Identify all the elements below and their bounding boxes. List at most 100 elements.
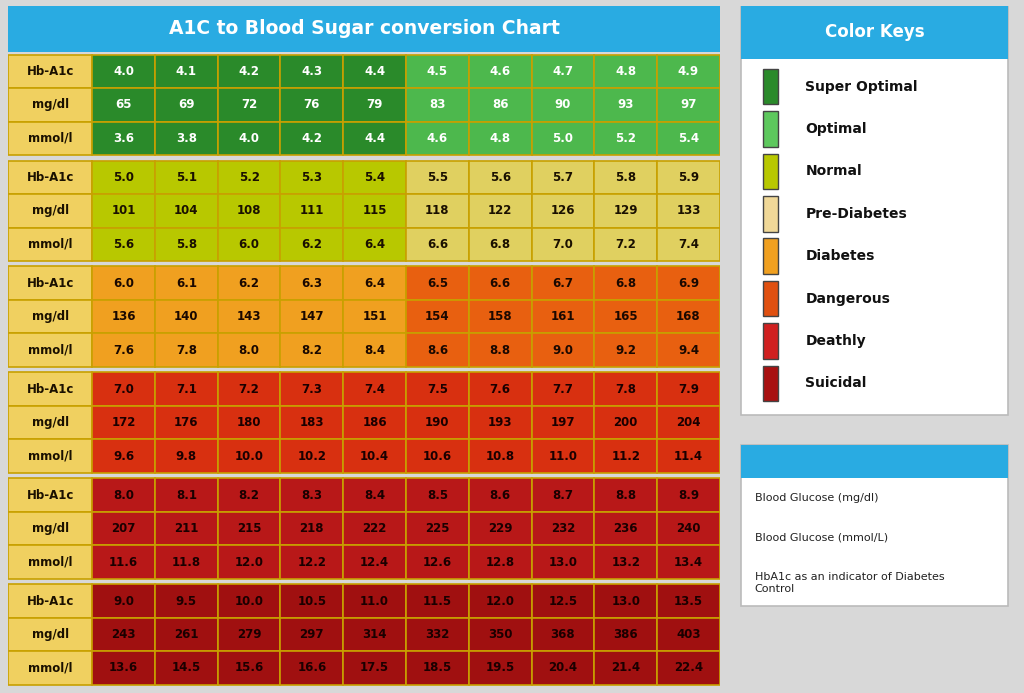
Text: 7.1: 7.1 xyxy=(176,383,197,396)
FancyBboxPatch shape xyxy=(407,55,469,88)
FancyBboxPatch shape xyxy=(343,267,407,300)
FancyBboxPatch shape xyxy=(594,406,657,439)
FancyBboxPatch shape xyxy=(763,112,777,147)
Text: 111: 111 xyxy=(300,204,324,218)
Text: 4.9: 4.9 xyxy=(678,65,699,78)
Text: mmol/l: mmol/l xyxy=(28,662,73,674)
FancyBboxPatch shape xyxy=(469,227,531,261)
FancyBboxPatch shape xyxy=(594,55,657,88)
Text: 7.8: 7.8 xyxy=(176,344,197,357)
FancyBboxPatch shape xyxy=(155,406,218,439)
Text: 93: 93 xyxy=(617,98,634,112)
Text: 90: 90 xyxy=(555,98,571,112)
FancyBboxPatch shape xyxy=(218,300,281,333)
FancyBboxPatch shape xyxy=(8,88,92,121)
Text: 6.2: 6.2 xyxy=(301,238,323,251)
FancyBboxPatch shape xyxy=(740,446,1009,606)
FancyBboxPatch shape xyxy=(155,227,218,261)
Text: 7.3: 7.3 xyxy=(301,383,323,396)
Text: 8.4: 8.4 xyxy=(365,489,385,502)
Text: 161: 161 xyxy=(551,310,575,323)
Text: 7.2: 7.2 xyxy=(239,383,259,396)
Text: 7.5: 7.5 xyxy=(427,383,447,396)
Text: mmol/l: mmol/l xyxy=(28,132,73,145)
Text: 86: 86 xyxy=(492,98,509,112)
FancyBboxPatch shape xyxy=(407,545,469,579)
Text: 14.5: 14.5 xyxy=(172,662,201,674)
FancyBboxPatch shape xyxy=(8,121,92,155)
FancyBboxPatch shape xyxy=(92,333,155,367)
FancyBboxPatch shape xyxy=(594,121,657,155)
Text: 8.6: 8.6 xyxy=(489,489,511,502)
Text: 11.8: 11.8 xyxy=(172,556,201,568)
Text: mmol/l: mmol/l xyxy=(28,556,73,568)
Text: 10.4: 10.4 xyxy=(360,450,389,463)
FancyBboxPatch shape xyxy=(281,267,343,300)
Text: 386: 386 xyxy=(613,628,638,641)
FancyBboxPatch shape xyxy=(281,478,343,512)
Text: Hb-A1c: Hb-A1c xyxy=(27,65,74,78)
Text: 8.1: 8.1 xyxy=(176,489,197,502)
Text: 97: 97 xyxy=(680,98,696,112)
FancyBboxPatch shape xyxy=(657,88,720,121)
Text: 8.0: 8.0 xyxy=(239,344,260,357)
Text: 4.6: 4.6 xyxy=(427,132,447,145)
Text: 6.8: 6.8 xyxy=(489,238,511,251)
FancyBboxPatch shape xyxy=(531,439,594,473)
FancyBboxPatch shape xyxy=(343,439,407,473)
FancyBboxPatch shape xyxy=(407,194,469,227)
Text: 5.7: 5.7 xyxy=(552,170,573,184)
Text: 8.5: 8.5 xyxy=(427,489,447,502)
Text: 183: 183 xyxy=(300,416,325,429)
FancyBboxPatch shape xyxy=(343,121,407,155)
Text: 133: 133 xyxy=(676,204,700,218)
Text: 11.6: 11.6 xyxy=(109,556,138,568)
FancyBboxPatch shape xyxy=(469,512,531,545)
Text: 6.4: 6.4 xyxy=(365,238,385,251)
Text: 7.9: 7.9 xyxy=(678,383,699,396)
Text: 332: 332 xyxy=(425,628,450,641)
Text: 6.6: 6.6 xyxy=(489,277,511,290)
Text: 10.6: 10.6 xyxy=(423,450,452,463)
FancyBboxPatch shape xyxy=(92,651,155,685)
FancyBboxPatch shape xyxy=(407,300,469,333)
FancyBboxPatch shape xyxy=(281,584,343,617)
FancyBboxPatch shape xyxy=(155,333,218,367)
FancyBboxPatch shape xyxy=(281,372,343,406)
FancyBboxPatch shape xyxy=(407,267,469,300)
FancyBboxPatch shape xyxy=(281,333,343,367)
Text: 6.0: 6.0 xyxy=(113,277,134,290)
Text: 5.3: 5.3 xyxy=(301,170,323,184)
Text: 122: 122 xyxy=(488,204,512,218)
Text: 225: 225 xyxy=(425,522,450,535)
Text: 115: 115 xyxy=(362,204,387,218)
Text: 9.6: 9.6 xyxy=(113,450,134,463)
Text: 12.0: 12.0 xyxy=(234,556,263,568)
Text: 10.5: 10.5 xyxy=(297,595,327,608)
FancyBboxPatch shape xyxy=(281,406,343,439)
Text: 12.5: 12.5 xyxy=(549,595,578,608)
Text: 4.6: 4.6 xyxy=(489,65,511,78)
Text: 172: 172 xyxy=(112,416,136,429)
FancyBboxPatch shape xyxy=(281,300,343,333)
Text: A1C to Blood Sugar conversion Chart: A1C to Blood Sugar conversion Chart xyxy=(169,19,559,38)
Text: 197: 197 xyxy=(551,416,575,429)
FancyBboxPatch shape xyxy=(155,512,218,545)
FancyBboxPatch shape xyxy=(594,227,657,261)
Text: 4.4: 4.4 xyxy=(365,65,385,78)
Text: Super Optimal: Super Optimal xyxy=(806,80,918,94)
Text: 243: 243 xyxy=(112,628,136,641)
Text: 83: 83 xyxy=(429,98,445,112)
Text: 13.2: 13.2 xyxy=(611,556,640,568)
FancyBboxPatch shape xyxy=(8,267,92,300)
FancyBboxPatch shape xyxy=(763,323,777,359)
FancyBboxPatch shape xyxy=(594,267,657,300)
FancyBboxPatch shape xyxy=(740,6,1009,59)
FancyBboxPatch shape xyxy=(92,406,155,439)
FancyBboxPatch shape xyxy=(594,584,657,617)
FancyBboxPatch shape xyxy=(531,406,594,439)
FancyBboxPatch shape xyxy=(281,617,343,651)
Text: 11.0: 11.0 xyxy=(549,450,578,463)
FancyBboxPatch shape xyxy=(531,55,594,88)
Text: 12.8: 12.8 xyxy=(485,556,515,568)
